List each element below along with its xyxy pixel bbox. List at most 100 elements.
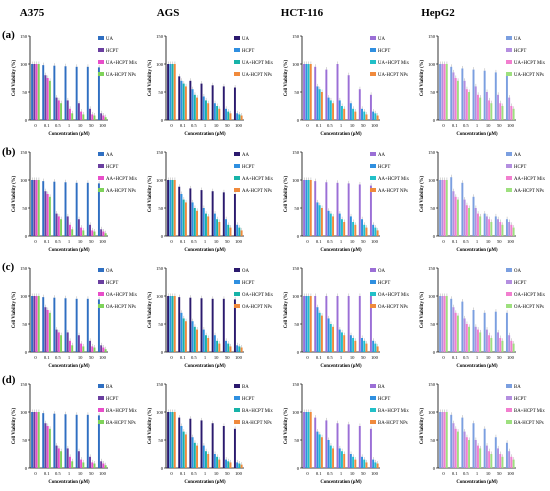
legend-entry: BA bbox=[378, 385, 385, 390]
bar bbox=[60, 451, 63, 468]
bar bbox=[80, 227, 83, 236]
bar bbox=[200, 298, 203, 352]
bar bbox=[37, 64, 40, 120]
legend-swatch bbox=[98, 268, 104, 272]
x-tick-label: 0 bbox=[34, 355, 37, 360]
bar bbox=[452, 423, 455, 468]
bar bbox=[91, 114, 94, 120]
legend-entry: HCPT bbox=[106, 165, 118, 170]
x-axis-label: Concentration (μM) bbox=[184, 132, 226, 137]
x-tick-label: 50 bbox=[89, 355, 94, 360]
bar bbox=[376, 230, 379, 236]
bar bbox=[343, 108, 346, 120]
x-tick-label: 100 bbox=[371, 123, 379, 128]
legend-swatch bbox=[370, 304, 376, 308]
bar bbox=[233, 299, 236, 352]
bar bbox=[499, 103, 502, 120]
bar bbox=[477, 213, 479, 236]
legend-swatch bbox=[98, 152, 104, 156]
bar bbox=[441, 64, 444, 120]
x-axis-label: Concentration (μM) bbox=[320, 364, 362, 369]
x-tick-label: 0 bbox=[34, 123, 37, 128]
chart-panel: 0 50 100 150 Cell Viability (%) 0 0.1 0.5 1 10 50 1… bbox=[148, 150, 274, 253]
bar bbox=[465, 437, 468, 468]
x-tick-label: 100 bbox=[235, 355, 243, 360]
bar bbox=[303, 64, 306, 120]
bar bbox=[202, 208, 205, 236]
bar bbox=[343, 454, 346, 468]
y-tick-label: 50 bbox=[22, 438, 27, 443]
bar bbox=[369, 296, 372, 352]
bar bbox=[441, 412, 444, 468]
x-tick-label: 0 bbox=[34, 471, 37, 476]
bar bbox=[439, 296, 442, 352]
bar bbox=[358, 89, 361, 120]
bar bbox=[445, 412, 448, 468]
bar bbox=[512, 108, 515, 120]
bar bbox=[309, 64, 312, 120]
y-tick-label: 100 bbox=[292, 62, 300, 67]
bar bbox=[314, 417, 317, 468]
bar bbox=[494, 311, 497, 352]
bar bbox=[352, 456, 355, 468]
bar bbox=[57, 448, 60, 468]
bar bbox=[441, 296, 444, 352]
x-tick-label: 0 bbox=[442, 471, 445, 476]
bar bbox=[494, 437, 497, 468]
bar bbox=[240, 464, 243, 468]
bar bbox=[93, 347, 96, 352]
bar bbox=[167, 296, 170, 352]
y-tick-label: 150 bbox=[156, 34, 164, 39]
x-axis-label: Concentration (μM) bbox=[184, 364, 226, 369]
chart-panel: 0 50 100 150 Cell Viability (%) 0 0.1 0.5 1 10 50 1… bbox=[12, 150, 138, 253]
x-tick-label: 10 bbox=[214, 123, 219, 128]
bar bbox=[167, 180, 170, 236]
bar bbox=[66, 216, 69, 236]
legend-entry: UA bbox=[242, 37, 249, 42]
y-axis-label: Cell Viability (%) bbox=[148, 59, 153, 96]
legend-swatch bbox=[370, 268, 376, 272]
bar bbox=[53, 297, 56, 352]
bar bbox=[374, 227, 377, 236]
x-tick-label: 1 bbox=[204, 123, 207, 128]
bar bbox=[196, 97, 199, 120]
bar bbox=[332, 216, 335, 236]
bar bbox=[180, 194, 183, 236]
x-tick-label: 1 bbox=[340, 355, 343, 360]
bar bbox=[33, 412, 36, 468]
bar bbox=[494, 216, 497, 236]
y-axis-label: Cell Viability (%) bbox=[148, 175, 153, 212]
bar bbox=[205, 100, 207, 120]
bar bbox=[218, 222, 221, 236]
legend-entry: AA+HCPT Mix bbox=[242, 177, 274, 182]
bar bbox=[488, 219, 491, 236]
y-tick-label: 0 bbox=[433, 466, 436, 471]
legend-entry: BA-HCPT NPs bbox=[378, 421, 408, 426]
bar bbox=[454, 428, 457, 468]
bar bbox=[508, 451, 511, 468]
y-tick-label: 100 bbox=[20, 294, 28, 299]
x-tick-label: 0.1 bbox=[452, 355, 458, 360]
legend-entry: HCPT bbox=[514, 49, 526, 54]
bar bbox=[64, 298, 67, 352]
bar bbox=[66, 100, 69, 120]
bar bbox=[213, 335, 216, 352]
y-tick-label: 100 bbox=[156, 410, 164, 415]
legend-swatch bbox=[506, 396, 512, 400]
legend-entry: HCPT bbox=[242, 397, 254, 402]
bar bbox=[485, 92, 488, 120]
x-tick-label: 10 bbox=[78, 355, 83, 360]
bar bbox=[211, 191, 214, 236]
bar bbox=[349, 335, 352, 352]
bar bbox=[193, 208, 196, 236]
bar bbox=[305, 64, 308, 120]
bar bbox=[314, 181, 317, 236]
legend-swatch bbox=[234, 48, 240, 52]
bar bbox=[483, 70, 486, 120]
bar bbox=[477, 329, 479, 352]
legend-entry: HCPT bbox=[106, 49, 118, 54]
bar bbox=[365, 114, 368, 120]
bar bbox=[472, 423, 475, 468]
chart-panel: 0 50 100 150 Cell Viability (%) 0 0.1 0.5 1 10 50 1… bbox=[420, 150, 546, 253]
y-tick-label: 0 bbox=[25, 350, 28, 355]
